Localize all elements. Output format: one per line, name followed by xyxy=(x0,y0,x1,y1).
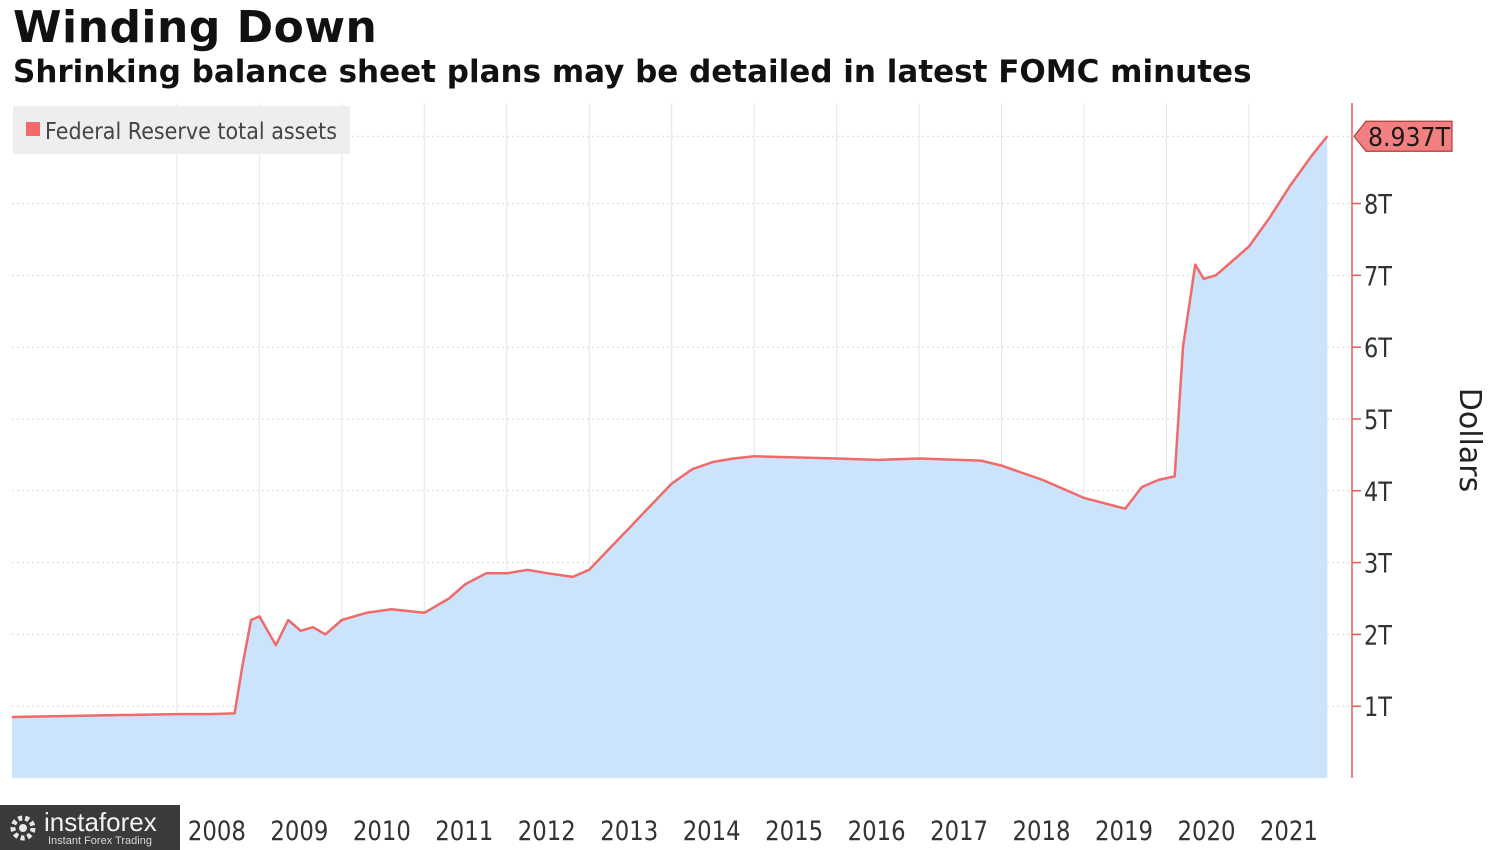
legend-box xyxy=(13,106,350,154)
last-value-label: 8.937T xyxy=(1368,123,1450,153)
x-tick-label: 2014 xyxy=(683,816,741,847)
y-tick-label: 8T xyxy=(1364,190,1392,221)
y-tick-label: 5T xyxy=(1364,405,1392,436)
x-tick-label: 2018 xyxy=(1013,816,1071,847)
x-tick-label: 2017 xyxy=(930,816,988,847)
legend-swatch xyxy=(26,122,40,136)
x-tick-label: 2010 xyxy=(353,816,411,847)
y-tick-label: 6T xyxy=(1364,333,1392,364)
y-tick-label: 1T xyxy=(1364,692,1392,723)
x-tick-label: 2020 xyxy=(1177,816,1235,847)
y-tick-label: 3T xyxy=(1364,549,1392,580)
y-tick-label: 7T xyxy=(1364,261,1392,292)
y-tick-label: 4T xyxy=(1364,477,1392,508)
x-tick-label: 2016 xyxy=(848,816,906,847)
x-tick-label: 2012 xyxy=(518,816,576,847)
x-tick-label: 2008 xyxy=(188,816,246,847)
instaforex-logo-icon xyxy=(10,815,36,841)
chart-subtitle: Shrinking balance sheet plans may be det… xyxy=(13,54,1252,90)
x-tick-label: 2021 xyxy=(1260,816,1318,847)
last-value-marker xyxy=(1353,120,1453,152)
watermark-name: instaforex xyxy=(44,807,157,837)
x-tick-label: 2019 xyxy=(1095,816,1153,847)
legend-label: Federal Reserve total assets xyxy=(45,119,337,145)
x-tick-label: 2013 xyxy=(600,816,658,847)
series-area-federal-reserve-total-assets xyxy=(12,136,1328,778)
x-tick-label: 2009 xyxy=(270,816,328,847)
instaforex-watermark: instaforex Instant Forex Trading xyxy=(0,805,180,850)
chart-title: Winding Down xyxy=(13,2,378,53)
y-axis-title: Dollars xyxy=(1452,388,1487,492)
watermark-tagline: Instant Forex Trading xyxy=(48,835,152,847)
x-tick-label: 2015 xyxy=(765,816,823,847)
y-tick-label: 2T xyxy=(1364,620,1392,651)
x-tick-label: 2011 xyxy=(435,816,493,847)
series-line-federal-reserve-total-assets xyxy=(11,135,1329,719)
